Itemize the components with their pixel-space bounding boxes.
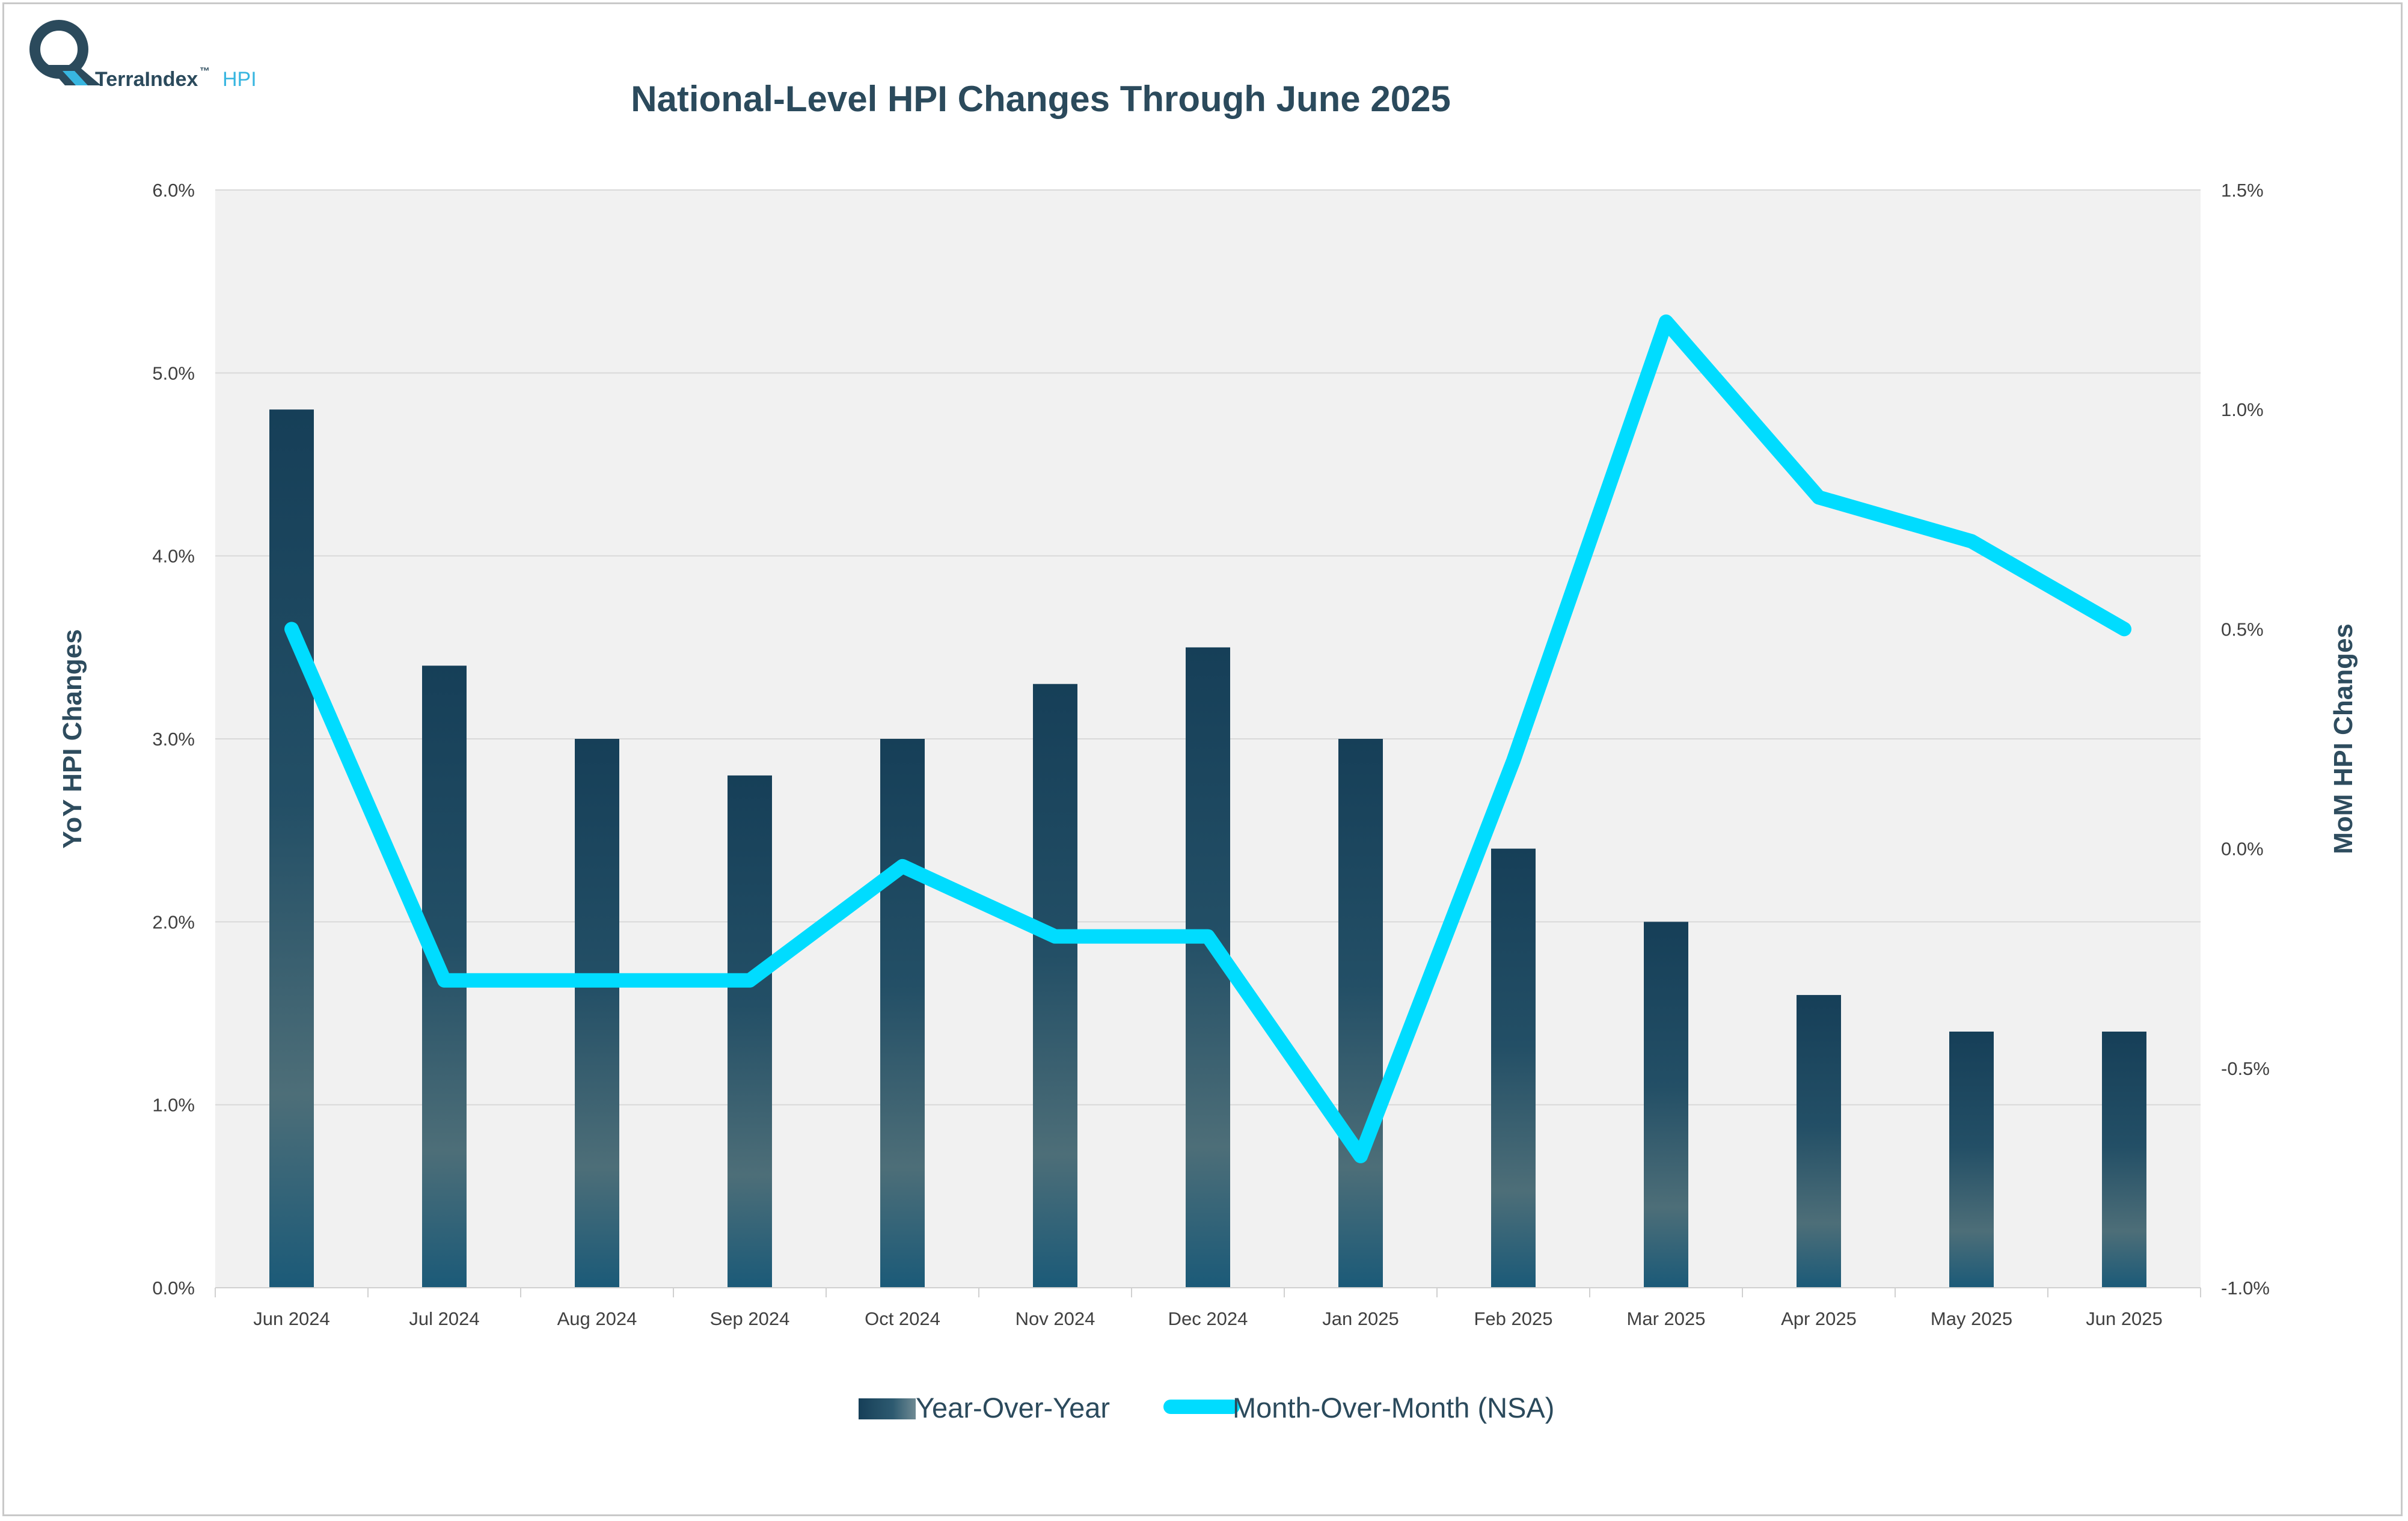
x-tick-label: Apr 2025: [1781, 1308, 1857, 1329]
left-tick-label: 0.0%: [152, 1278, 195, 1299]
x-tick-label: Jun 2025: [2086, 1308, 2163, 1329]
right-axis-ticks: -1.0% -0.5% 0.0% 0.5% 1.0% 1.5%: [2221, 180, 2270, 1299]
left-axis-title: YoY HPI Changes: [58, 629, 87, 848]
line-series: [284, 314, 2131, 1163]
right-tick-label: 0.0%: [2221, 839, 2264, 860]
bar-yoy: [575, 739, 619, 1288]
right-axis-title: MoM HPI Changes: [2329, 623, 2358, 854]
left-tick-label: 6.0%: [152, 180, 195, 201]
x-tick-label: Feb 2025: [1474, 1308, 1553, 1329]
x-axis-ticks: Jun 2024 Jul 2024 Aug 2024 Sep 2024 Oct 2024…: [215, 1287, 2201, 1329]
bar-yoy: [1033, 684, 1077, 1288]
brand-suffix: HPI: [222, 68, 257, 91]
bar-yoy: [880, 739, 925, 1288]
x-tick-label: Nov 2024: [1016, 1308, 1095, 1329]
right-tick-label: 1.0%: [2221, 399, 2264, 420]
bar-series: [269, 409, 2146, 1288]
bar-yoy: [269, 409, 314, 1288]
x-tick-label: Jan 2025: [1322, 1308, 1399, 1329]
legend-label-yoy: Year-Over-Year: [916, 1392, 1110, 1424]
legend-label-mom: Month-Over-Month (NSA): [1233, 1392, 1554, 1424]
right-tick-label: 0.5%: [2221, 619, 2264, 640]
bar-yoy: [1949, 1031, 1994, 1288]
legend: Year-Over-Year Month-Over-Month (NSA): [859, 1392, 1554, 1424]
x-tick-label: Sep 2024: [710, 1308, 790, 1329]
terraindex-logo: TerraIndex ™ HPI: [29, 20, 257, 91]
logo-accent-icon: [63, 71, 88, 85]
x-tick-label: Aug 2024: [557, 1308, 637, 1329]
left-tick-label: 2.0%: [152, 911, 195, 932]
brand-trademark: ™: [200, 66, 210, 77]
bar-yoy: [1491, 848, 1536, 1288]
bar-yoy: [1644, 922, 1688, 1288]
legend-bar-swatch: [859, 1398, 916, 1419]
right-tick-label: 1.5%: [2221, 180, 2264, 201]
bar-yoy: [1338, 739, 1383, 1288]
left-tick-label: 5.0%: [152, 363, 195, 384]
x-tick-label: May 2025: [1931, 1308, 2012, 1329]
x-tick-label: Jun 2024: [253, 1308, 330, 1329]
chart-title: National-Level HPI Changes Through June …: [631, 79, 1451, 119]
x-tick-label: Jul 2024: [409, 1308, 479, 1329]
brand-name: TerraIndex: [95, 68, 198, 91]
x-tick-label: Mar 2025: [1627, 1308, 1706, 1329]
bar-yoy: [2102, 1031, 2146, 1288]
x-tick-label: Oct 2024: [865, 1308, 940, 1329]
left-tick-label: 3.0%: [152, 729, 195, 750]
left-tick-label: 4.0%: [152, 546, 195, 567]
bar-yoy: [728, 775, 772, 1288]
line-mom: [284, 314, 2131, 1163]
x-tick-label: Dec 2024: [1168, 1308, 1248, 1329]
bar-yoy: [1797, 995, 1841, 1288]
right-tick-label: -0.5%: [2221, 1058, 2270, 1079]
left-axis-ticks: 0.0% 1.0% 2.0% 3.0% 4.0% 5.0% 6.0%: [152, 180, 195, 1299]
left-tick-label: 1.0%: [152, 1095, 195, 1116]
right-tick-label: -1.0%: [2221, 1278, 2270, 1299]
